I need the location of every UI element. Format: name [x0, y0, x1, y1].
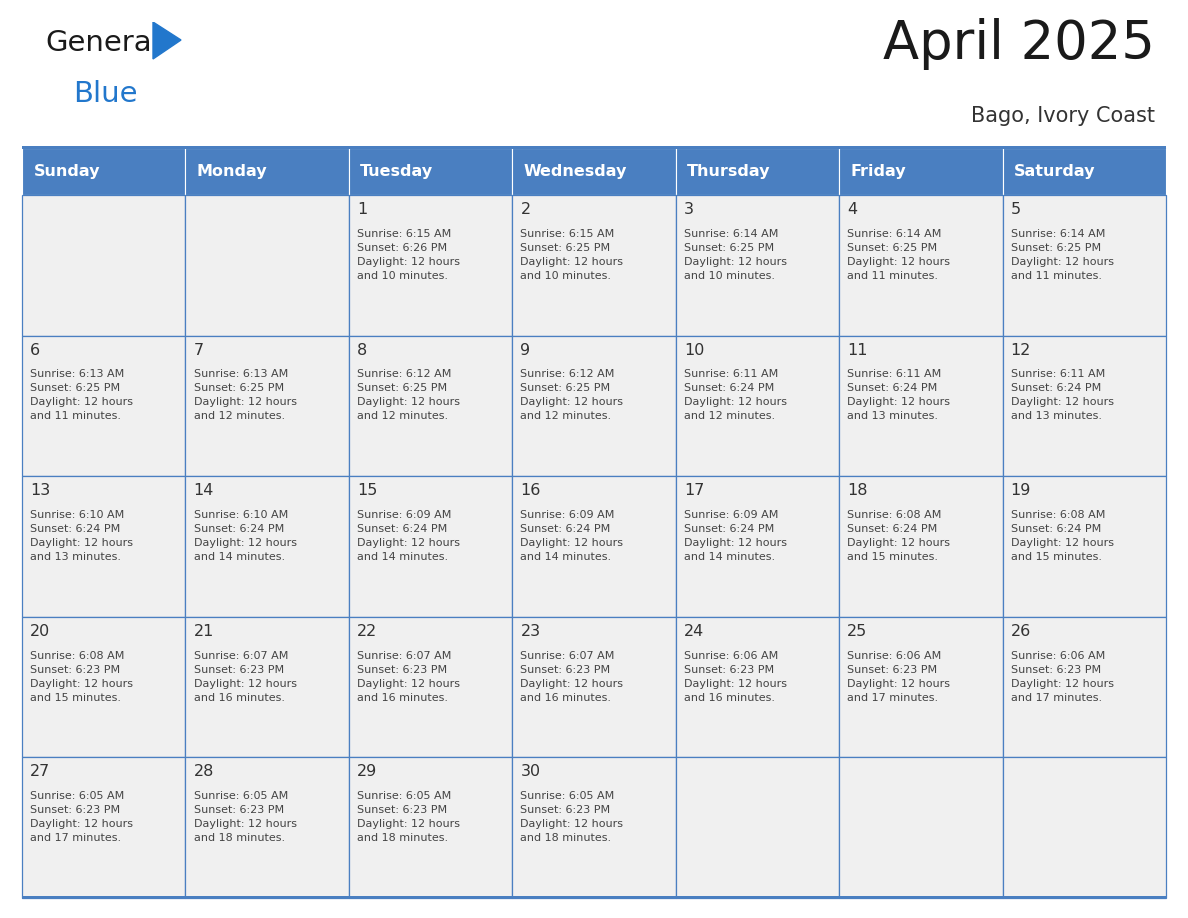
Text: Sunrise: 6:12 AM
Sunset: 6:25 PM
Daylight: 12 hours
and 12 minutes.: Sunrise: 6:12 AM Sunset: 6:25 PM Dayligh… [358, 369, 460, 421]
Text: 15: 15 [358, 483, 378, 498]
Text: Sunrise: 6:11 AM
Sunset: 6:24 PM
Daylight: 12 hours
and 13 minutes.: Sunrise: 6:11 AM Sunset: 6:24 PM Dayligh… [1011, 369, 1113, 421]
Text: Blue: Blue [72, 80, 138, 108]
Text: 5: 5 [1011, 202, 1020, 217]
Text: 25: 25 [847, 624, 867, 639]
Text: Sunrise: 6:05 AM
Sunset: 6:23 PM
Daylight: 12 hours
and 18 minutes.: Sunrise: 6:05 AM Sunset: 6:23 PM Dayligh… [358, 791, 460, 843]
Text: 29: 29 [358, 765, 378, 779]
Text: Sunrise: 6:09 AM
Sunset: 6:24 PM
Daylight: 12 hours
and 14 minutes.: Sunrise: 6:09 AM Sunset: 6:24 PM Dayligh… [684, 509, 786, 562]
Text: Sunrise: 6:12 AM
Sunset: 6:25 PM
Daylight: 12 hours
and 12 minutes.: Sunrise: 6:12 AM Sunset: 6:25 PM Dayligh… [520, 369, 624, 421]
Text: 3: 3 [684, 202, 694, 217]
Text: 4: 4 [847, 202, 858, 217]
Text: Wednesday: Wednesday [524, 164, 627, 179]
Text: 21: 21 [194, 624, 214, 639]
Text: Bago, Ivory Coast: Bago, Ivory Coast [971, 106, 1155, 127]
Text: 9: 9 [520, 342, 531, 358]
Text: Sunrise: 6:08 AM
Sunset: 6:23 PM
Daylight: 12 hours
and 15 minutes.: Sunrise: 6:08 AM Sunset: 6:23 PM Dayligh… [30, 651, 133, 702]
Text: Sunrise: 6:06 AM
Sunset: 6:23 PM
Daylight: 12 hours
and 16 minutes.: Sunrise: 6:06 AM Sunset: 6:23 PM Dayligh… [684, 651, 786, 702]
Text: Sunrise: 6:06 AM
Sunset: 6:23 PM
Daylight: 12 hours
and 17 minutes.: Sunrise: 6:06 AM Sunset: 6:23 PM Dayligh… [847, 651, 950, 702]
Text: Sunrise: 6:09 AM
Sunset: 6:24 PM
Daylight: 12 hours
and 14 minutes.: Sunrise: 6:09 AM Sunset: 6:24 PM Dayligh… [520, 509, 624, 562]
Text: Sunrise: 6:15 AM
Sunset: 6:26 PM
Daylight: 12 hours
and 10 minutes.: Sunrise: 6:15 AM Sunset: 6:26 PM Dayligh… [358, 229, 460, 281]
Text: 13: 13 [30, 483, 50, 498]
Text: 10: 10 [684, 342, 704, 358]
Text: Sunrise: 6:05 AM
Sunset: 6:23 PM
Daylight: 12 hours
and 18 minutes.: Sunrise: 6:05 AM Sunset: 6:23 PM Dayligh… [194, 791, 297, 843]
Text: 22: 22 [358, 624, 378, 639]
Text: Sunrise: 6:10 AM
Sunset: 6:24 PM
Daylight: 12 hours
and 13 minutes.: Sunrise: 6:10 AM Sunset: 6:24 PM Dayligh… [30, 509, 133, 562]
Text: Saturday: Saturday [1015, 164, 1095, 179]
Text: Sunrise: 6:08 AM
Sunset: 6:24 PM
Daylight: 12 hours
and 15 minutes.: Sunrise: 6:08 AM Sunset: 6:24 PM Dayligh… [1011, 509, 1113, 562]
Text: Thursday: Thursday [687, 164, 771, 179]
Text: Sunrise: 6:13 AM
Sunset: 6:25 PM
Daylight: 12 hours
and 11 minutes.: Sunrise: 6:13 AM Sunset: 6:25 PM Dayligh… [30, 369, 133, 421]
Text: Sunrise: 6:14 AM
Sunset: 6:25 PM
Daylight: 12 hours
and 11 minutes.: Sunrise: 6:14 AM Sunset: 6:25 PM Dayligh… [1011, 229, 1113, 281]
Text: 18: 18 [847, 483, 867, 498]
Text: 28: 28 [194, 765, 214, 779]
Text: 20: 20 [30, 624, 50, 639]
Text: 11: 11 [847, 342, 867, 358]
Text: 17: 17 [684, 483, 704, 498]
Text: 23: 23 [520, 624, 541, 639]
Text: 16: 16 [520, 483, 541, 498]
Text: Sunrise: 6:14 AM
Sunset: 6:25 PM
Daylight: 12 hours
and 11 minutes.: Sunrise: 6:14 AM Sunset: 6:25 PM Dayligh… [847, 229, 950, 281]
Text: Sunrise: 6:06 AM
Sunset: 6:23 PM
Daylight: 12 hours
and 17 minutes.: Sunrise: 6:06 AM Sunset: 6:23 PM Dayligh… [1011, 651, 1113, 702]
Text: Friday: Friday [851, 164, 906, 179]
Text: Sunrise: 6:07 AM
Sunset: 6:23 PM
Daylight: 12 hours
and 16 minutes.: Sunrise: 6:07 AM Sunset: 6:23 PM Dayligh… [520, 651, 624, 702]
Text: Sunrise: 6:09 AM
Sunset: 6:24 PM
Daylight: 12 hours
and 14 minutes.: Sunrise: 6:09 AM Sunset: 6:24 PM Dayligh… [358, 509, 460, 562]
Text: Sunrise: 6:11 AM
Sunset: 6:24 PM
Daylight: 12 hours
and 13 minutes.: Sunrise: 6:11 AM Sunset: 6:24 PM Dayligh… [847, 369, 950, 421]
Text: 1: 1 [358, 202, 367, 217]
Text: Tuesday: Tuesday [360, 164, 434, 179]
Text: Sunrise: 6:13 AM
Sunset: 6:25 PM
Daylight: 12 hours
and 12 minutes.: Sunrise: 6:13 AM Sunset: 6:25 PM Dayligh… [194, 369, 297, 421]
Text: Sunrise: 6:08 AM
Sunset: 6:24 PM
Daylight: 12 hours
and 15 minutes.: Sunrise: 6:08 AM Sunset: 6:24 PM Dayligh… [847, 509, 950, 562]
Text: Sunrise: 6:10 AM
Sunset: 6:24 PM
Daylight: 12 hours
and 14 minutes.: Sunrise: 6:10 AM Sunset: 6:24 PM Dayligh… [194, 509, 297, 562]
Text: 6: 6 [30, 342, 40, 358]
Text: April 2025: April 2025 [883, 17, 1155, 70]
Text: Sunrise: 6:07 AM
Sunset: 6:23 PM
Daylight: 12 hours
and 16 minutes.: Sunrise: 6:07 AM Sunset: 6:23 PM Dayligh… [194, 651, 297, 702]
Text: 8: 8 [358, 342, 367, 358]
Text: Sunday: Sunday [33, 164, 100, 179]
Text: Sunrise: 6:05 AM
Sunset: 6:23 PM
Daylight: 12 hours
and 17 minutes.: Sunrise: 6:05 AM Sunset: 6:23 PM Dayligh… [30, 791, 133, 843]
Text: 14: 14 [194, 483, 214, 498]
Text: 12: 12 [1011, 342, 1031, 358]
Text: Sunrise: 6:07 AM
Sunset: 6:23 PM
Daylight: 12 hours
and 16 minutes.: Sunrise: 6:07 AM Sunset: 6:23 PM Dayligh… [358, 651, 460, 702]
Text: 30: 30 [520, 765, 541, 779]
Text: General: General [45, 29, 159, 57]
Text: Sunrise: 6:14 AM
Sunset: 6:25 PM
Daylight: 12 hours
and 10 minutes.: Sunrise: 6:14 AM Sunset: 6:25 PM Dayligh… [684, 229, 786, 281]
Text: 2: 2 [520, 202, 531, 217]
Text: Sunrise: 6:11 AM
Sunset: 6:24 PM
Daylight: 12 hours
and 12 minutes.: Sunrise: 6:11 AM Sunset: 6:24 PM Dayligh… [684, 369, 786, 421]
Text: 24: 24 [684, 624, 704, 639]
Text: 26: 26 [1011, 624, 1031, 639]
Text: Sunrise: 6:15 AM
Sunset: 6:25 PM
Daylight: 12 hours
and 10 minutes.: Sunrise: 6:15 AM Sunset: 6:25 PM Dayligh… [520, 229, 624, 281]
Text: 7: 7 [194, 342, 203, 358]
Polygon shape [153, 22, 181, 59]
Text: Sunrise: 6:05 AM
Sunset: 6:23 PM
Daylight: 12 hours
and 18 minutes.: Sunrise: 6:05 AM Sunset: 6:23 PM Dayligh… [520, 791, 624, 843]
Text: 27: 27 [30, 765, 50, 779]
Text: Monday: Monday [197, 164, 267, 179]
Text: 19: 19 [1011, 483, 1031, 498]
